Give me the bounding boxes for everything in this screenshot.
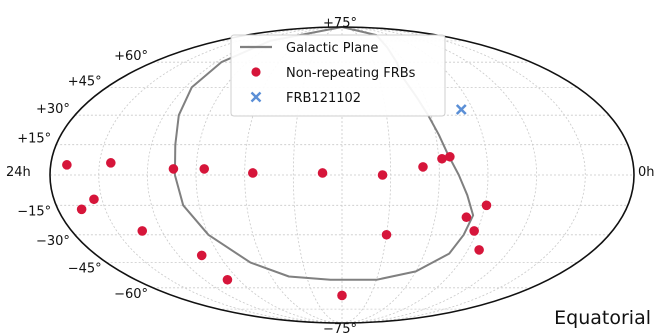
projection-boundary (49, 26, 635, 324)
legend-x-marker (250, 91, 262, 103)
grid-meridian (292, 26, 343, 324)
grid-meridian (341, 26, 538, 324)
frb-point (474, 245, 484, 255)
dec-tick-label: −45° (68, 262, 102, 277)
frb-point (199, 164, 210, 174)
frb-point (317, 168, 328, 178)
frb-points (62, 104, 492, 301)
frb-point (106, 158, 116, 168)
frb-point (76, 204, 87, 215)
legend: Galactic Plane Non-repeating FRBs FRB121… (230, 34, 446, 117)
legend-label-non-repeating-frbs: Non-repeating FRBs (286, 66, 416, 81)
dec-tick-label: −75° (323, 322, 357, 335)
grid-meridian (341, 26, 586, 324)
frb-point (437, 153, 447, 164)
dec-tick-label: −60° (114, 287, 148, 302)
frb-point (381, 229, 392, 240)
frb-point (418, 162, 428, 172)
frb-point (337, 290, 347, 301)
grid-meridian (98, 26, 343, 324)
dec-tick-label: +15° (17, 132, 51, 147)
corner-label: Equatorial (554, 307, 651, 329)
dec-tick-label: +30° (36, 102, 70, 117)
dec-tick-label: +45° (68, 74, 102, 89)
frb121102-marker (455, 104, 467, 115)
legend-label-frb121102: FRB121102 (286, 91, 361, 106)
frb-point (247, 168, 258, 178)
dec-tick-label: −15° (17, 204, 51, 219)
frb-point (377, 170, 388, 180)
frb-point (481, 200, 492, 211)
frb-point (469, 226, 479, 236)
ra-tick-label-right: 0h (638, 165, 655, 180)
frb-point (222, 274, 233, 285)
grid-meridian (146, 26, 343, 324)
frb-point (137, 226, 148, 236)
legend-dot-marker (251, 67, 261, 77)
frb-point (168, 164, 179, 174)
dec-tick-label: +75° (323, 16, 357, 31)
frb-point (62, 160, 72, 170)
frb-point (196, 250, 207, 261)
dec-tick-label: −30° (36, 234, 70, 249)
frb-point (89, 194, 99, 205)
grid-meridian (341, 26, 392, 324)
ra-tick-label-left: 24h (6, 165, 31, 180)
legend-label-galactic-plane: Galactic Plane (286, 41, 378, 56)
legend-box (230, 34, 446, 117)
frb-point (461, 212, 472, 223)
frb-point (445, 151, 455, 162)
axis-tick-labels: 24h 0h +75°+60°+45°+30°+15°−15°−30°−45°−… (6, 16, 655, 335)
dec-tick-label: +60° (114, 49, 148, 64)
